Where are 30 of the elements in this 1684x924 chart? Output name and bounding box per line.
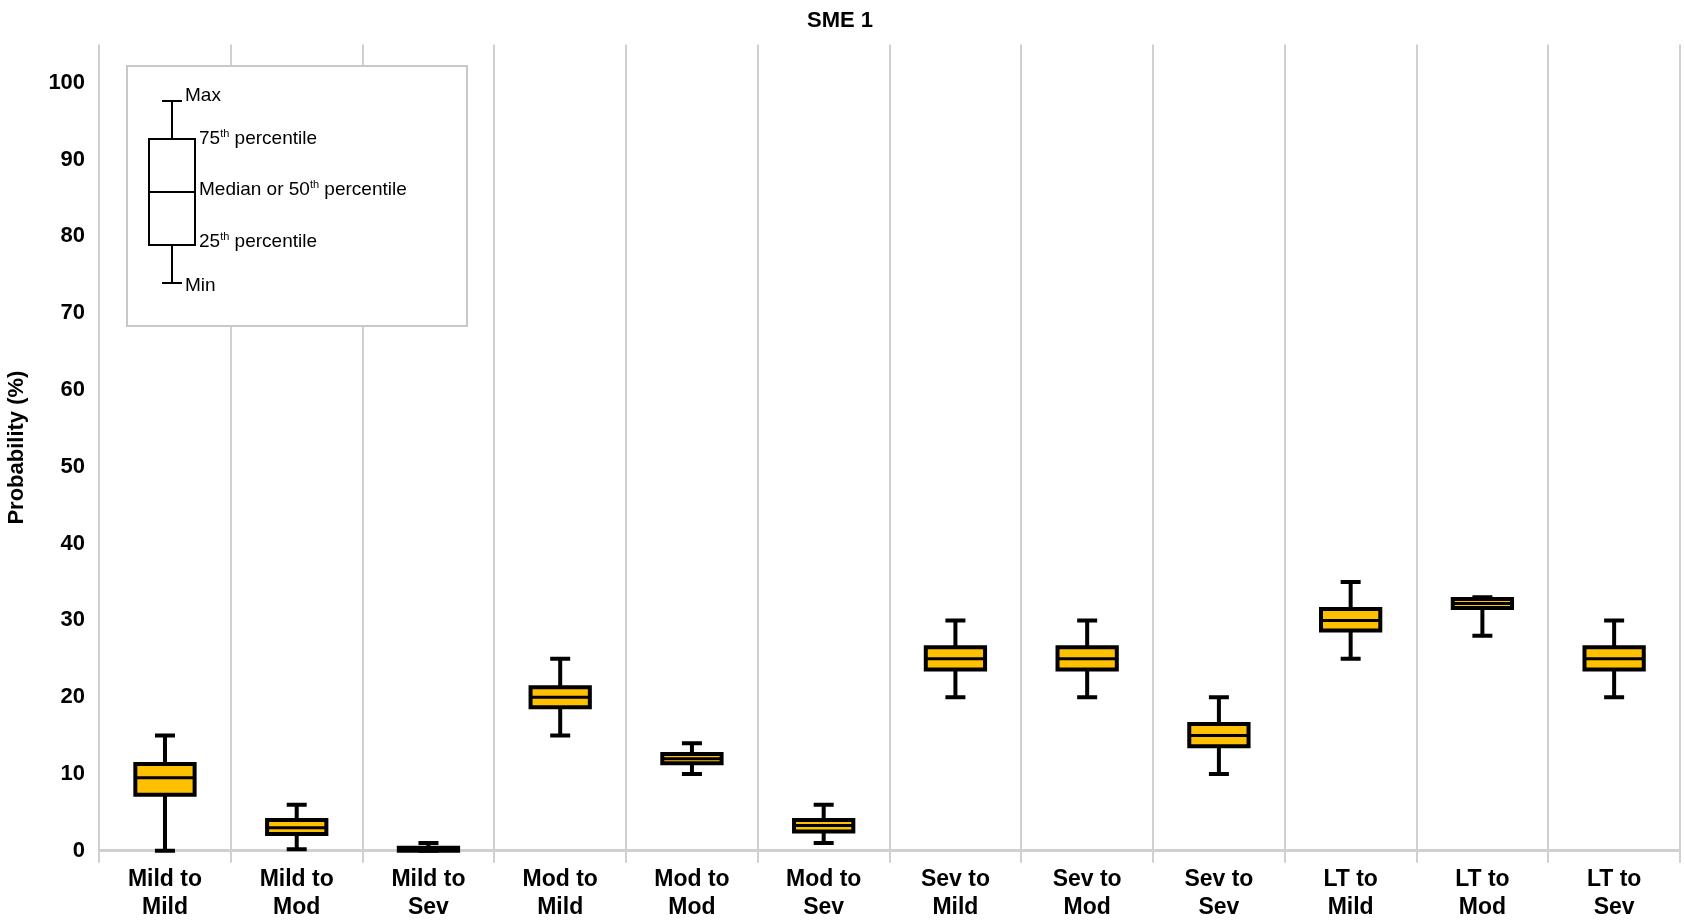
annotation: Min xyxy=(185,274,216,295)
y-tick-label: 10 xyxy=(60,760,86,786)
y-tick-label: 0 xyxy=(72,836,86,862)
y-tick-label: 70 xyxy=(60,299,86,325)
y-tick-label: 80 xyxy=(60,222,86,248)
x-tick-label: Mod to Mod xyxy=(654,864,730,919)
x-tick-label: Mild to Sev xyxy=(391,864,466,919)
y-axis-title: Probability (%) xyxy=(3,370,29,525)
y-tick-label: 40 xyxy=(60,529,86,555)
x-tick-label: Sev to Sev xyxy=(1184,864,1254,919)
annotation: Median or 50$^{th}$ percentile xyxy=(199,178,407,200)
annotation: 75$^{th}$ percentile xyxy=(199,127,317,149)
y-tick-label: 90 xyxy=(60,145,86,171)
y-tick-label: 50 xyxy=(60,452,86,478)
chart-title: SME 1 xyxy=(806,7,874,33)
y-tick-label: 100 xyxy=(48,68,86,94)
y-tick-label: 30 xyxy=(60,606,86,632)
annotation: Max xyxy=(185,84,221,105)
x-tick-label: Sev to Mod xyxy=(1052,864,1122,919)
x-tick-label: LT to Mild xyxy=(1323,864,1378,919)
x-tick-label: LT to Mod xyxy=(1455,864,1510,919)
annotation: 25$^{th}$ percentile xyxy=(199,230,317,252)
x-tick-label: Mild to Mod xyxy=(259,864,334,919)
x-tick-label: Mod to Mild xyxy=(522,864,598,919)
x-tick-label: Sev to Mild xyxy=(920,864,990,919)
y-tick-label: 20 xyxy=(60,683,86,709)
y-tick-label: 60 xyxy=(60,376,86,402)
x-tick-label: LT to Sev xyxy=(1586,864,1642,919)
x-tick-label: Mod to Sev xyxy=(786,864,862,919)
x-tick-label: Mild to Mild xyxy=(127,864,203,919)
